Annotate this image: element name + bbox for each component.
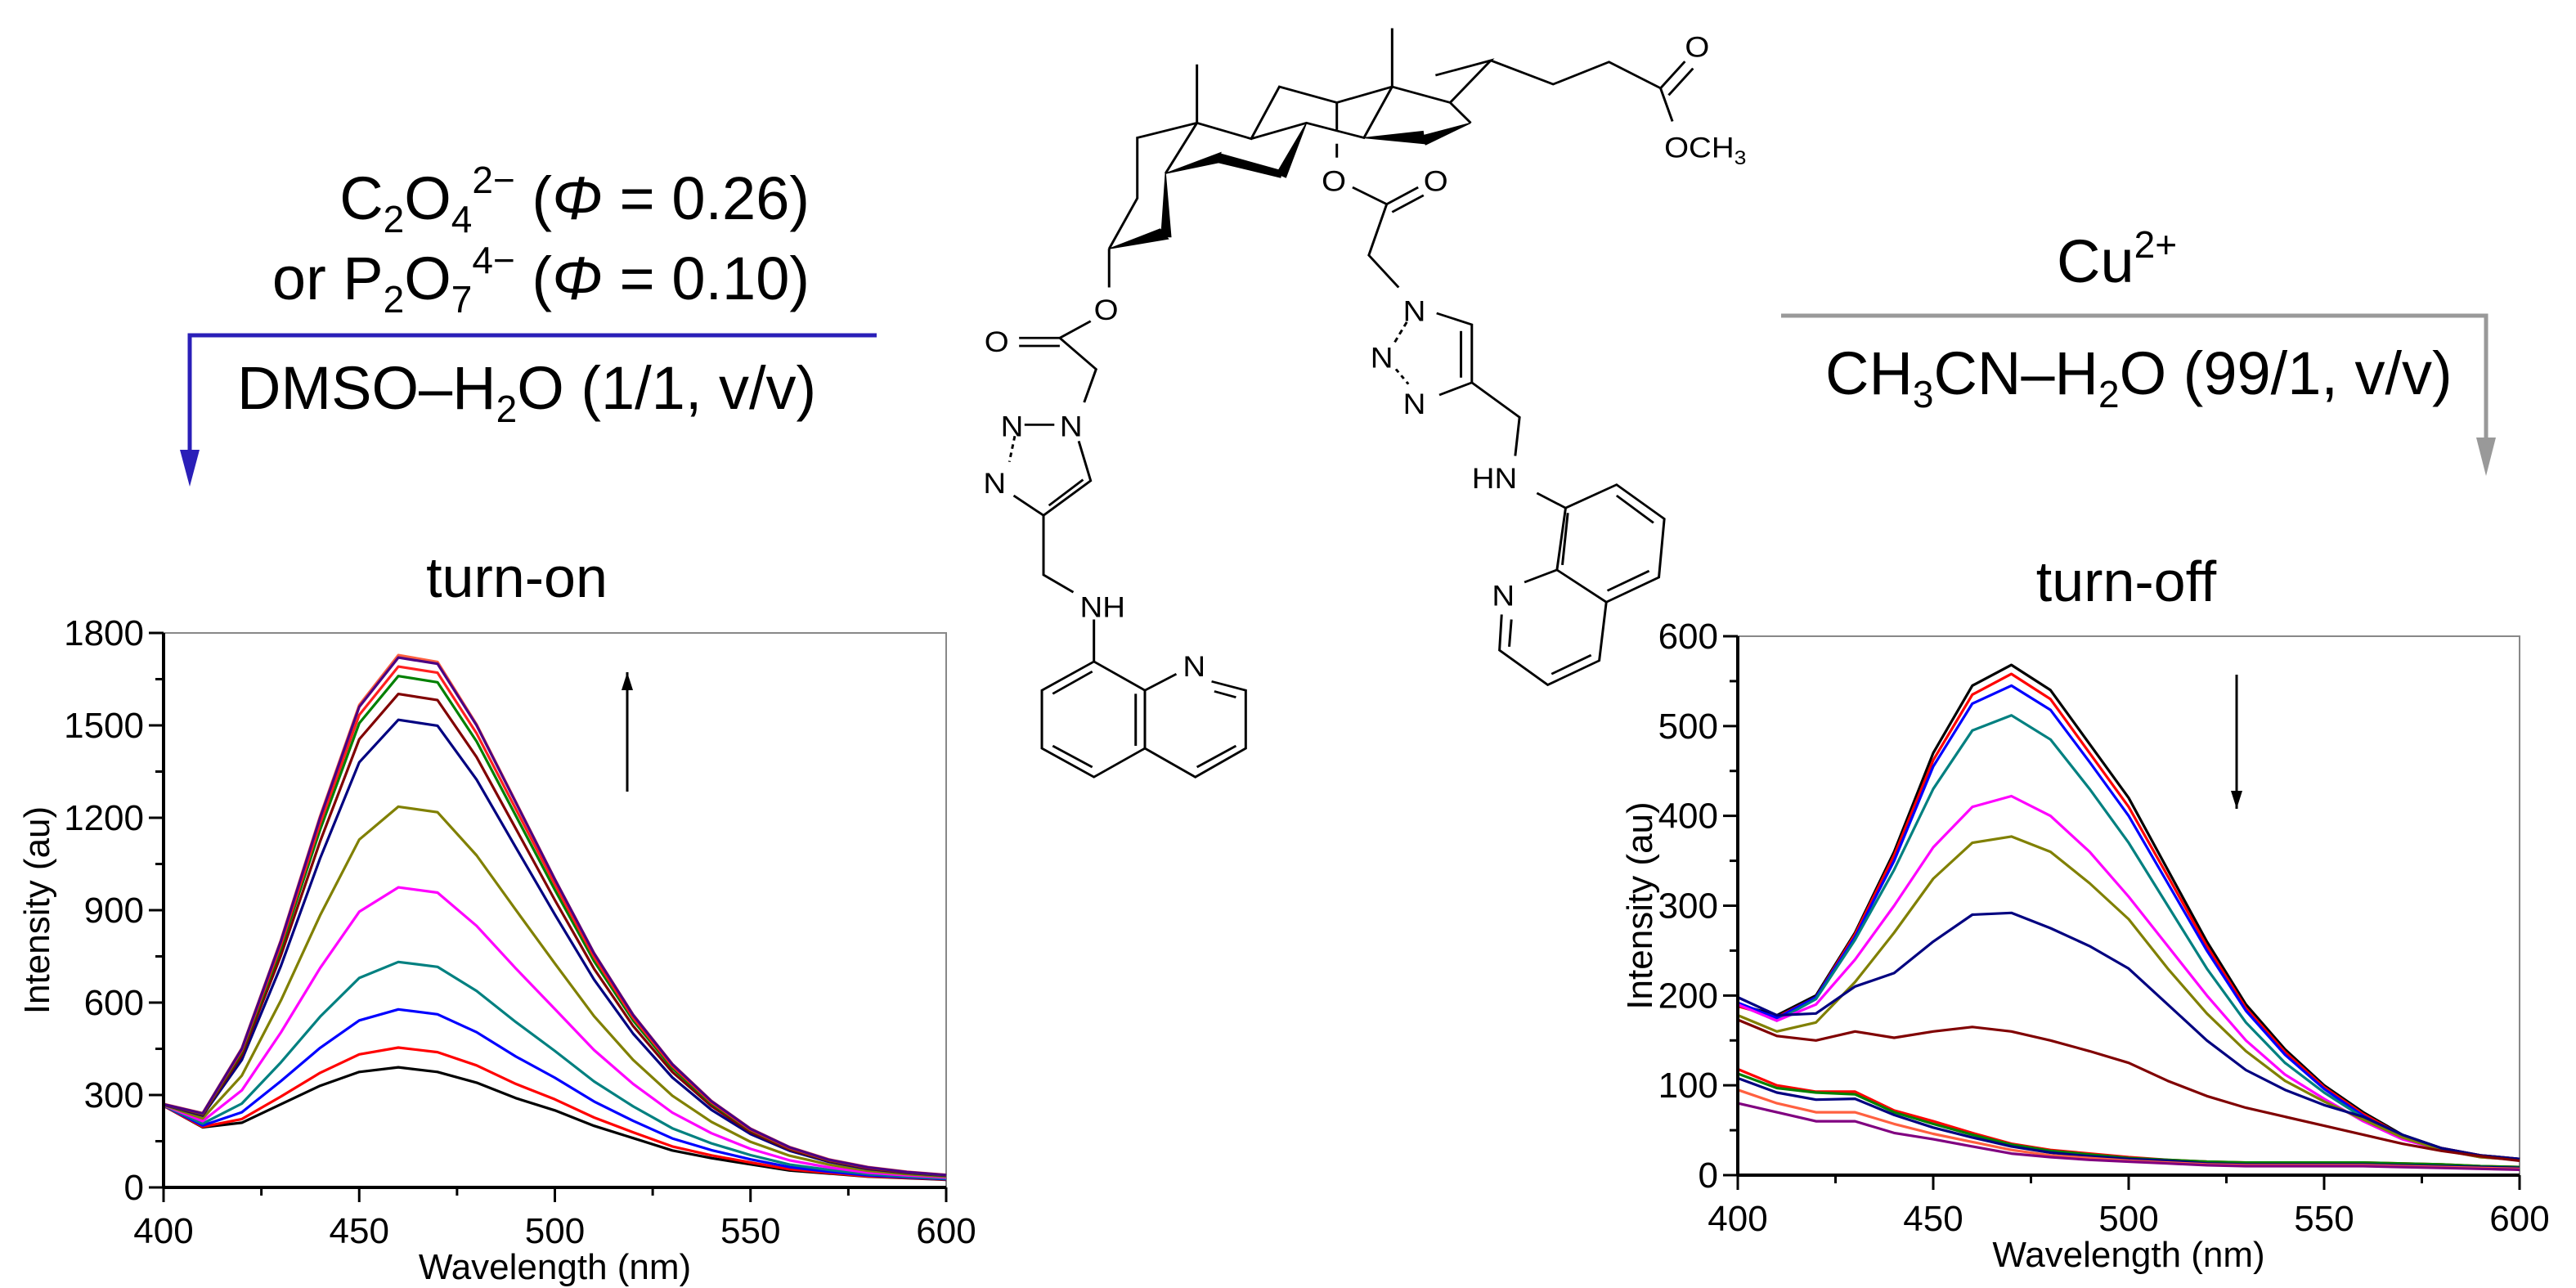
atom-label-quinoline-n-left: N xyxy=(1183,651,1205,683)
y-tick-label: 0 xyxy=(124,1168,144,1208)
reaction-arrow-blue xyxy=(187,333,877,474)
y-tick-label: 600 xyxy=(84,983,144,1023)
x-tick-label: 400 xyxy=(133,1211,193,1251)
right-reaction-label: Cu2+ CH3CN–H2O (99/1, v/v) xyxy=(1781,223,2496,476)
y-tick-label: 600 xyxy=(1658,617,1718,657)
y-tick-label: 0 xyxy=(1699,1156,1718,1196)
series-line-4 xyxy=(163,960,947,1180)
y-tick-label: 200 xyxy=(1658,976,1718,1016)
atom-label-carbonyl-o: O xyxy=(1685,31,1709,63)
series-line-3 xyxy=(1737,684,2520,1160)
atom-label-amine-left: NH xyxy=(1079,591,1125,623)
arrowhead-icon xyxy=(622,672,633,690)
series-line-6 xyxy=(1737,835,2520,1161)
x-tick-label: 550 xyxy=(2294,1199,2354,1239)
x-tick-label: 500 xyxy=(525,1211,585,1251)
reagent-pyrophosphate: or P2O74− (Φ = 0.10) xyxy=(272,239,810,321)
chart-turn-on: 400 450 500 550 600 0 300 600 900 1200 1500 1800 Wav… xyxy=(17,613,976,1287)
y-axis-label: Intensity (au) xyxy=(17,806,57,1014)
y-tick-label: 300 xyxy=(1658,886,1718,927)
series-line-8 xyxy=(1737,1018,2520,1162)
x-tick-label: 400 xyxy=(1708,1199,1767,1239)
arrowhead-icon xyxy=(2231,791,2242,809)
x-tick-label: 600 xyxy=(916,1211,976,1251)
series-line-2 xyxy=(163,1046,947,1181)
series-line-6 xyxy=(163,805,947,1178)
atom-label-carbonyl-o-right: O xyxy=(1424,165,1448,197)
atom-label-carbonyl-o-left: O xyxy=(985,326,1009,358)
reaction-arrow-gray xyxy=(1781,313,2488,458)
chart-title-turn-on: turn-on xyxy=(426,545,608,609)
atom-label-quinoline-n-right: N xyxy=(1492,580,1515,612)
arrowhead-blue xyxy=(180,450,200,487)
series-line-13 xyxy=(1737,1102,2520,1171)
left-reaction-label: C2O42− (Φ = 0.26) or P2O74− (Φ = 0.10) D… xyxy=(180,159,877,487)
reagent-oxalate: C2O42− (Φ = 0.26) xyxy=(339,159,810,240)
y-tick-label: 100 xyxy=(1658,1066,1718,1106)
atom-label-ester-o-left: O xyxy=(1094,294,1119,325)
series-line-5 xyxy=(163,886,947,1179)
series-line-1 xyxy=(1737,663,2520,1160)
y-axis-label: Intensity (au) xyxy=(1620,801,1660,1009)
y-tick-label: 400 xyxy=(1658,797,1718,837)
chart-turn-off: 400 450 500 550 600 0 100 200 300 400 500 600 Wavele… xyxy=(1620,617,2550,1275)
atom-label-triazole-n2-right: N xyxy=(1371,342,1393,374)
y-tick-label: 1200 xyxy=(64,798,144,838)
series-line-2 xyxy=(1737,672,2520,1160)
x-tick-label: 500 xyxy=(2098,1199,2158,1239)
chemical-structure: O OCH3 O O O O N N N HN N N N N NH N xyxy=(983,28,1746,779)
atom-label-triazole-n3-left: N xyxy=(1001,411,1024,442)
atom-label-triazole-n2-left: N xyxy=(983,467,1006,499)
series-line-7 xyxy=(1737,911,2520,1160)
y-tick-label: 900 xyxy=(84,891,144,931)
atom-label-ester-o-right: O xyxy=(1322,165,1346,197)
y-tick-label: 1500 xyxy=(64,706,144,746)
y-tick-label: 500 xyxy=(1658,707,1718,747)
arrowhead-gray xyxy=(2476,438,2496,476)
atom-label-triazole-n3-right: N xyxy=(1403,388,1426,420)
y-tick-label: 300 xyxy=(84,1075,144,1115)
series-line-5 xyxy=(1737,794,2520,1161)
x-tick-label: 550 xyxy=(720,1211,780,1251)
x-tick-label: 450 xyxy=(1903,1199,1963,1239)
atom-label-triazole-n1-right: N xyxy=(1403,295,1426,327)
y-tick-label: 1800 xyxy=(64,613,144,653)
x-axis-label: Wavelength (nm) xyxy=(419,1247,691,1287)
x-axis-label: Wavelength (nm) xyxy=(1992,1235,2264,1275)
series-line-9 xyxy=(1737,1067,2520,1169)
reagent-copper: Cu2+ xyxy=(2057,223,2177,295)
series-line-12 xyxy=(163,656,947,1177)
x-tick-label: 600 xyxy=(2489,1199,2549,1239)
atom-label-methoxy: OCH3 xyxy=(1664,132,1746,169)
solvent-dmso-water: DMSO–H2O (1/1, v/v) xyxy=(237,354,816,430)
chart-title-turn-off: turn-off xyxy=(2036,550,2217,613)
atom-label-amine-right: HN xyxy=(1472,462,1518,494)
atom-label-triazole-n1-left: N xyxy=(1060,411,1083,442)
x-tick-label: 450 xyxy=(330,1211,389,1251)
solvent-acetonitrile-water: CH3CN–H2O (99/1, v/v) xyxy=(1825,339,2453,415)
series-line-3 xyxy=(163,1008,947,1181)
